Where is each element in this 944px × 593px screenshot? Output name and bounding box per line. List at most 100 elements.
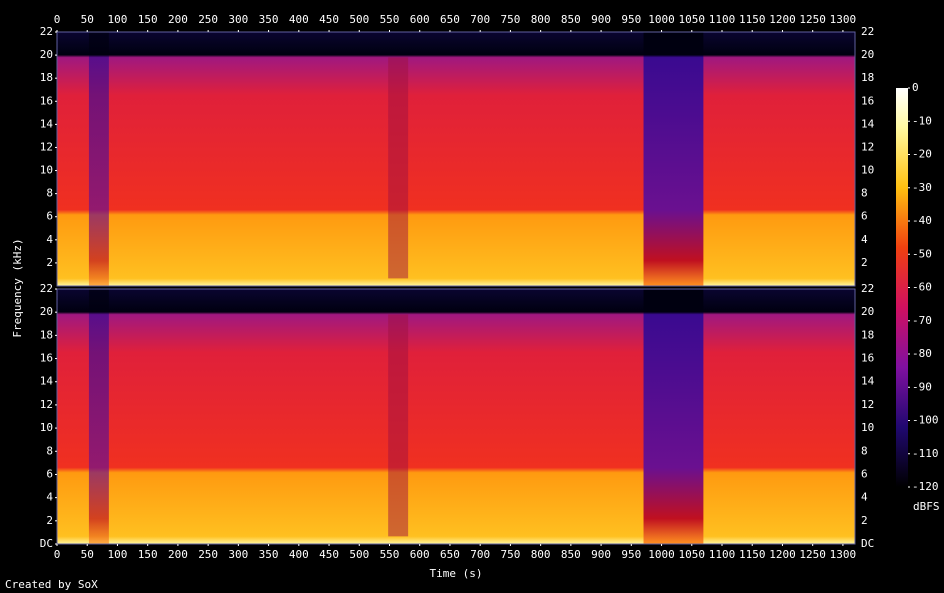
x-tick-label: 500	[349, 548, 369, 561]
quiet-region	[643, 289, 704, 544]
x-tick-label: 550	[380, 13, 400, 26]
x-tick-label: 200	[168, 548, 188, 561]
y-tick-label-right: 16	[861, 352, 874, 365]
spectrogram-image	[57, 289, 855, 544]
y-tick-label: 10	[40, 421, 53, 434]
plot-frame	[56, 31, 856, 287]
y-tick-label-right: 14	[861, 117, 875, 130]
x-tick-label: 700	[470, 548, 490, 561]
x-tick-label: 400	[289, 13, 309, 26]
x-tick-label: 50	[81, 13, 94, 26]
spectrogram-image	[57, 32, 855, 286]
y-tick-label: 6	[46, 467, 53, 480]
y-axis-label: Frequency (kHz)	[11, 238, 24, 337]
x-tick-label: 200	[168, 13, 188, 26]
y-tick-label-right: 10	[861, 164, 874, 177]
x-tick-label: 450	[319, 13, 339, 26]
x-tick-label: 1150	[739, 548, 766, 561]
x-tick-label: 450	[319, 548, 339, 561]
x-tick-label: 1100	[709, 13, 736, 26]
x-tick-label: 350	[259, 548, 279, 561]
x-tick-label: 1300	[830, 13, 857, 26]
x-tick-label: 0	[54, 548, 61, 561]
y-tick-label: 14	[40, 117, 54, 130]
y-tick-label-right: 20	[861, 48, 874, 61]
colorbar-tick-label: 0	[912, 81, 919, 94]
x-tick-label: 800	[531, 548, 551, 561]
y-tick-label: 2	[46, 514, 53, 527]
x-tick-label: 950	[621, 548, 641, 561]
x-tick-label: 850	[561, 13, 581, 26]
x-tick-label: 100	[108, 548, 128, 561]
x-tick-label: 50	[81, 548, 94, 561]
x-tick-label: 1250	[799, 548, 826, 561]
colorbar-tick-label: -20	[912, 148, 932, 161]
colorbar-tick-label: -80	[912, 347, 932, 360]
y-tick-label: 22	[40, 25, 53, 38]
x-tick-label: 700	[470, 13, 490, 26]
colorbar	[896, 88, 908, 487]
x-tick-label: 300	[228, 13, 248, 26]
colorbar-tick-label: -30	[912, 181, 932, 194]
colorbar-tick-label: -10	[912, 114, 932, 127]
x-tick-label: 750	[500, 13, 520, 26]
y-tick-label-right: 2	[861, 256, 868, 269]
y-tick-label-right: 20	[861, 305, 874, 318]
x-tick-label: 750	[500, 548, 520, 561]
x-tick-label: 900	[591, 548, 611, 561]
x-tick-label: 1200	[769, 548, 796, 561]
y-tick-label: 2	[46, 256, 53, 269]
y-tick-label-right: DC	[861, 537, 874, 550]
x-tick-label: 300	[228, 548, 248, 561]
colorbar-tick-label: -40	[912, 214, 932, 227]
colorbar-tick-label: -50	[912, 247, 932, 260]
colorbar-tick-label: -70	[912, 314, 932, 327]
x-tick-label: 1100	[709, 548, 736, 561]
transient-region	[388, 57, 409, 279]
y-tick-label: 14	[40, 375, 54, 388]
y-tick-label: 18	[40, 71, 53, 84]
quiet-region	[88, 289, 109, 544]
x-tick-label: 650	[440, 548, 460, 561]
x-tick-label: 1150	[739, 13, 766, 26]
colorbar-tick-label: -110	[912, 447, 939, 460]
y-tick-label-right: 18	[861, 71, 874, 84]
y-tick-label-right: 4	[861, 491, 868, 504]
y-tick-label: 4	[46, 233, 53, 246]
y-tick-label-right: 8	[861, 444, 868, 457]
x-tick-label: 550	[380, 548, 400, 561]
x-tick-label: 0	[54, 13, 61, 26]
y-tick-label: DC	[40, 537, 53, 550]
x-tick-label: 1200	[769, 13, 796, 26]
x-tick-label: 600	[410, 13, 430, 26]
y-tick-label: 22	[40, 282, 53, 295]
y-tick-label-right: 2	[861, 514, 868, 527]
x-tick-label: 250	[198, 13, 218, 26]
colorbar-tick-label: -60	[912, 281, 932, 294]
y-tick-label: 4	[46, 491, 53, 504]
x-tick-label: 1050	[679, 13, 706, 26]
x-tick-label: 1300	[830, 548, 857, 561]
y-tick-label-right: 18	[861, 328, 874, 341]
y-tick-label: 8	[46, 187, 53, 200]
y-tick-label-right: 12	[861, 398, 874, 411]
y-tick-label-right: 14	[861, 375, 875, 388]
x-tick-label: 100	[108, 13, 128, 26]
x-tick-label: 1000	[648, 548, 675, 561]
y-tick-label: 18	[40, 328, 53, 341]
y-tick-label: 20	[40, 305, 53, 318]
quiet-region	[88, 32, 109, 286]
y-tick-label-right: 8	[861, 187, 868, 200]
y-tick-label: 20	[40, 48, 53, 61]
y-tick-label-right: 22	[861, 282, 874, 295]
x-tick-label: 150	[138, 548, 158, 561]
y-tick-label-right: 6	[861, 467, 868, 480]
x-tick-label: 850	[561, 548, 581, 561]
colorbar-tick-label: -100	[912, 414, 939, 427]
y-tick-label-right: 12	[861, 140, 874, 153]
x-tick-label: 1050	[679, 548, 706, 561]
colorbar-tick-label: -90	[912, 380, 932, 393]
y-tick-label-right: 6	[861, 210, 868, 223]
x-tick-label: 650	[440, 13, 460, 26]
